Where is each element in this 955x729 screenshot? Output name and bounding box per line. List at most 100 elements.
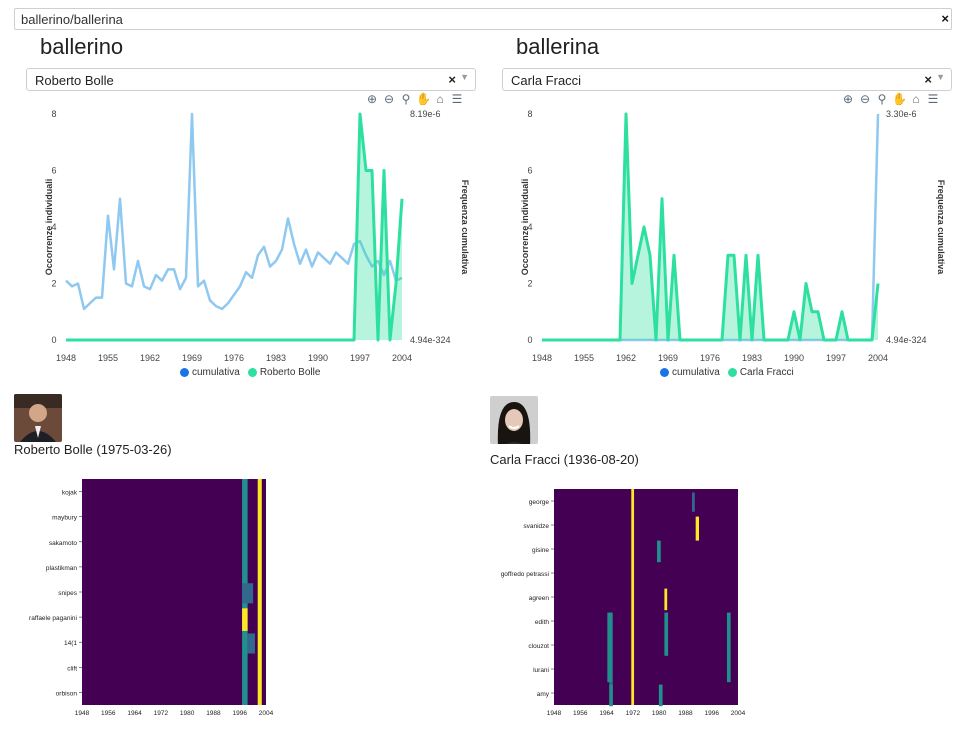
zoom-out-icon[interactable]: ⊖ [859, 92, 871, 106]
x-tick-label: 1983 [266, 353, 286, 363]
y-tick-label: 4 [51, 222, 56, 232]
heatmap-x-tick-label: 1956 [573, 710, 588, 717]
heatmap-row-label: clift [67, 665, 77, 672]
home-icon[interactable]: ⌂ [912, 92, 920, 106]
series-line [66, 112, 404, 342]
legend-label: Carla Fracci [739, 367, 794, 378]
person-photo [490, 396, 538, 444]
series-line [542, 112, 880, 342]
legend-item-cumulative[interactable]: cumulativa [180, 367, 240, 378]
heatmap-x-tick-label: 1988 [206, 710, 221, 717]
pair-select[interactable]: ballerino/ballerina × [14, 8, 952, 30]
left-chart-toolbar: ⊕ ⊖ ⚲ ✋ ⌂ ☰ [365, 92, 464, 108]
y2-bottom-label: 4.94e-324 [886, 335, 927, 345]
person-caption: Roberto Bolle (1975-03-26) [14, 442, 172, 457]
heatmap-x-tick-label: 1948 [75, 710, 90, 717]
heatmap-cell [657, 540, 661, 563]
y-axis-label: Occorrenze individuali [520, 179, 530, 276]
y-tick-label: 6 [527, 166, 532, 176]
legend-label: cumulativa [192, 367, 240, 378]
heatmap-row-label: kojak [62, 490, 78, 497]
heatmap-x-tick-label: 1980 [652, 710, 667, 717]
person-photo [14, 394, 62, 442]
x-tick-label: 1990 [308, 353, 328, 363]
menu-icon[interactable]: ☰ [927, 92, 939, 106]
zoom-select-icon[interactable]: ⚲ [877, 92, 887, 106]
left-person-select-value: Roberto Bolle [35, 73, 114, 88]
heatmap-x-tick-label: 1988 [678, 710, 693, 717]
avatar [14, 394, 62, 442]
legend-dot [247, 368, 257, 377]
zoom-out-icon[interactable]: ⊖ [383, 92, 395, 106]
left-person-select[interactable]: Roberto Bolle × ▼ [26, 68, 476, 91]
y2-top-label: 8.19e-6 [410, 109, 441, 119]
cumulative-line [542, 113, 880, 342]
heatmap-cell [726, 612, 731, 683]
heatmap-row-label: sakamoto [49, 540, 78, 547]
left-timeline-chart[interactable]: 0 2 4 6 8 1948 1955 1962 1969 1976 1983 1990 1997 200… [0, 78, 476, 368]
heatmap-x-tick-label: 1996 [704, 710, 719, 717]
zoom-in-icon[interactable]: ⊕ [842, 92, 854, 106]
y-tick-label: 0 [527, 335, 532, 345]
heatmap-cell [695, 516, 699, 541]
legend-item-person[interactable]: Carla Fracci [727, 367, 794, 378]
right-person-select[interactable]: Carla Fracci × ▼ [502, 68, 952, 91]
heatmap-row-label: snipes [58, 590, 78, 597]
chevron-down-icon[interactable]: ▼ [460, 72, 469, 82]
y2-axis-label: Frequenza cumulativa [460, 180, 470, 276]
series-area [66, 114, 402, 340]
home-icon[interactable]: ⌂ [436, 92, 444, 106]
heatmap-cell [257, 479, 262, 705]
menu-icon[interactable]: ☰ [451, 92, 463, 106]
x-tick-label: 1997 [350, 353, 370, 363]
y-tick-label: 8 [527, 109, 532, 119]
heatmap-cell [664, 612, 669, 656]
pair-select-value: ballerino/ballerina [21, 12, 123, 27]
heatmap-row-label: lurani [533, 667, 549, 674]
y2-axis-label: Frequenza cumulativa [936, 180, 946, 276]
pan-icon[interactable]: ✋ [416, 92, 431, 106]
heatmap-cell [609, 684, 613, 707]
right-person-clear-icon[interactable]: × [924, 72, 932, 87]
x-tick-label: 1997 [826, 353, 846, 363]
legend-item-person[interactable]: Roberto Bolle [247, 367, 320, 378]
legend-label: cumulativa [672, 367, 720, 378]
legend-dot [180, 368, 189, 377]
left-panel-title: ballerino [40, 34, 124, 59]
zoom-in-icon[interactable]: ⊕ [366, 92, 378, 106]
x-tick-label: 1962 [616, 353, 636, 363]
heatmap-cell [242, 583, 254, 604]
heatmap-row-label: orbison [56, 690, 78, 697]
legend-item-cumulative[interactable]: cumulativa [660, 367, 720, 378]
pan-icon[interactable]: ✋ [892, 92, 907, 106]
heatmap-cell [242, 608, 248, 631]
series-area [542, 114, 878, 340]
heatmap-row-label: amy [537, 691, 550, 698]
heatmap-cell [247, 633, 255, 654]
left-chart-legend: cumulativa Roberto Bolle [180, 367, 320, 378]
heatmap-row-label: edith [535, 619, 549, 626]
heatmap-row-label: agreen [529, 595, 550, 602]
right-timeline-chart[interactable]: 0 2 4 6 8 1948 1955 1962 1969 1976 1983 1990 1997 200… [476, 78, 952, 368]
left-person-clear-icon[interactable]: × [448, 72, 456, 87]
y-tick-label: 2 [51, 279, 56, 289]
right-chart-toolbar: ⊕ ⊖ ⚲ ✋ ⌂ ☰ [841, 92, 940, 108]
heatmap-x-tick-label: 1980 [180, 710, 195, 717]
person-caption: Carla Fracci (1936-08-20) [490, 452, 639, 467]
heatmap-x-tick-label: 1964 [127, 710, 142, 717]
y-axis-label: Occorrenze individuali [44, 179, 54, 276]
x-tick-label: 2004 [868, 353, 888, 363]
y-tick-label: 8 [51, 109, 56, 119]
chevron-down-icon[interactable]: ▼ [936, 72, 945, 82]
x-tick-label: 1976 [224, 353, 244, 363]
right-person-select-value: Carla Fracci [511, 73, 582, 88]
pair-select-clear-icon[interactable]: × [941, 11, 949, 26]
heatmap-row-label: svanidze [523, 523, 549, 530]
y-tick-label: 0 [51, 335, 56, 345]
heatmap-x-tick-label: 1972 [154, 710, 169, 717]
legend-dot [727, 368, 737, 377]
zoom-select-icon[interactable]: ⚲ [401, 92, 411, 106]
heatmap-x-tick-label: 1972 [626, 710, 641, 717]
heatmap-cell [607, 612, 612, 683]
heatmap-row-label: gisine [532, 547, 549, 554]
